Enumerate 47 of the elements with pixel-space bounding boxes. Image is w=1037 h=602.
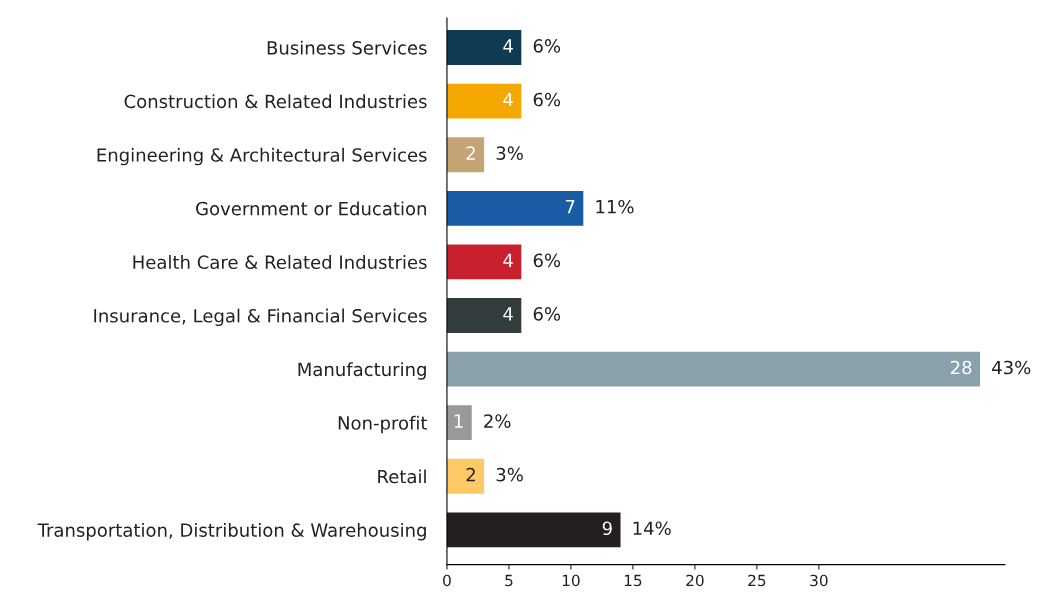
annotation: 28 bbox=[950, 360, 972, 375]
x-tick-label: 5 bbox=[505, 574, 513, 587]
y-tick-label: Transportation, Distribution & Warehousing bbox=[37, 522, 426, 541]
bar bbox=[446, 351, 981, 387]
x-tick-label: 15 bbox=[624, 574, 642, 587]
annotation: 9 bbox=[602, 521, 612, 536]
bar bbox=[446, 298, 522, 333]
data-label: 6% bbox=[533, 307, 561, 321]
data-label: 14% bbox=[633, 521, 671, 536]
x-tick-label: 25 bbox=[748, 574, 766, 587]
data-label: 3% bbox=[496, 467, 523, 482]
y-tick-label: Insurance, Legal & Financial Services bbox=[94, 308, 427, 327]
data-label: 6% bbox=[533, 92, 561, 107]
bar bbox=[446, 137, 485, 173]
data-label: 11% bbox=[596, 199, 634, 214]
bar bbox=[446, 30, 522, 65]
x-tick-label: 30 bbox=[810, 574, 828, 587]
annotation: 4 bbox=[503, 253, 513, 267]
bar bbox=[446, 458, 485, 494]
data-label: 43% bbox=[992, 360, 1031, 375]
data-label: 6% bbox=[533, 253, 561, 268]
x-tick-label: 10 bbox=[562, 574, 580, 587]
annotation: 7 bbox=[565, 200, 575, 214]
annotation: 4 bbox=[503, 92, 513, 107]
annotation: 2 bbox=[466, 146, 475, 160]
bar bbox=[446, 405, 472, 441]
annotation: 4 bbox=[503, 307, 513, 321]
x-tick-label: 20 bbox=[686, 574, 704, 587]
annotation: 2 bbox=[466, 467, 475, 482]
data-label: 6% bbox=[533, 39, 561, 53]
annotation: 1 bbox=[454, 414, 463, 428]
data-label: 2% bbox=[484, 414, 511, 428]
data-label: 3% bbox=[496, 146, 523, 160]
y-tick-label: Non-profit bbox=[338, 415, 428, 434]
x-tick-label: 0 bbox=[443, 574, 451, 587]
y-tick-label: Retail bbox=[378, 469, 426, 484]
annotation: 4 bbox=[503, 39, 513, 53]
bar bbox=[446, 190, 584, 226]
bar bbox=[446, 244, 522, 280]
bar bbox=[446, 512, 621, 548]
y-tick-label: Construction & Related Industries bbox=[124, 94, 427, 109]
y-tick-label: Manufacturing bbox=[298, 362, 426, 380]
bar bbox=[446, 83, 522, 119]
y-tick-label: Business Services bbox=[267, 40, 427, 55]
y-tick-label: Engineering & Architectural Services bbox=[97, 147, 427, 166]
y-tick-label: Health Care & Related Industries bbox=[133, 255, 427, 270]
y-tick-label: Government or Education bbox=[196, 201, 426, 216]
